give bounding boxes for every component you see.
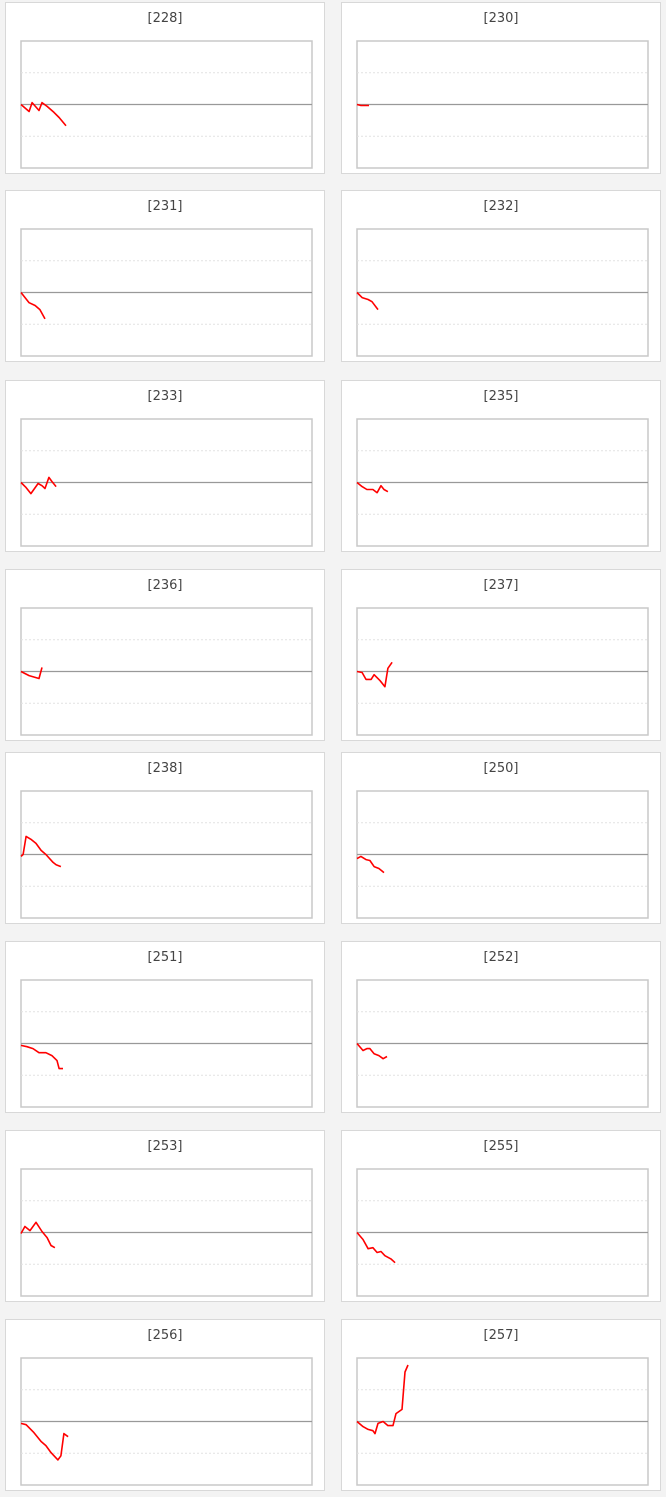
chart-card: [238] (5, 752, 325, 924)
chart-card: [235] (341, 380, 661, 552)
line-chart (20, 228, 313, 357)
line-chart (356, 418, 649, 547)
line-chart (356, 979, 649, 1108)
series-line (20, 1422, 69, 1461)
chart-title: [256] (147, 1328, 183, 1343)
chart-card: [252] (341, 941, 661, 1113)
series-line (20, 835, 62, 868)
chart-card: [230] (341, 2, 661, 174)
chart-card: [228] (5, 2, 325, 174)
chart-card: [237] (341, 569, 661, 741)
line-chart (356, 607, 649, 736)
series-line (356, 661, 393, 688)
chart-title: [235] (483, 389, 519, 404)
chart-card: [256] (5, 1319, 325, 1491)
chart-title: [233] (147, 389, 183, 404)
chart-title: [231] (147, 199, 183, 214)
chart-card: [250] (341, 752, 661, 924)
series-line (356, 1042, 388, 1060)
line-chart (356, 40, 649, 169)
series-line (20, 476, 57, 495)
chart-title: [238] (147, 761, 183, 776)
chart-title: [236] (147, 578, 183, 593)
chart-title: [252] (483, 950, 519, 965)
series-line (20, 292, 46, 320)
series-line (356, 103, 369, 107)
line-chart (20, 607, 313, 736)
series-line (20, 1221, 56, 1249)
line-chart (20, 979, 313, 1108)
line-chart (356, 1357, 649, 1486)
chart-title: [232] (483, 199, 519, 214)
chart-card: [257] (341, 1319, 661, 1491)
chart-title: [230] (483, 11, 519, 26)
chart-card: [255] (341, 1130, 661, 1302)
chart-card: [232] (341, 190, 661, 362)
series-line (20, 101, 67, 127)
series-line (20, 667, 43, 680)
line-chart (356, 228, 649, 357)
chart-title: [251] (147, 950, 183, 965)
chart-card: [231] (5, 190, 325, 362)
line-chart (20, 790, 313, 919)
chart-title: [253] (147, 1139, 183, 1154)
series-line (356, 855, 385, 874)
chart-title: [228] (147, 11, 183, 26)
line-chart (20, 40, 313, 169)
series-line (356, 1231, 396, 1264)
chart-card: [253] (5, 1130, 325, 1302)
chart-card: [233] (5, 380, 325, 552)
chart-card: [236] (5, 569, 325, 741)
chart-title: [257] (483, 1328, 519, 1343)
chart-title: [250] (483, 761, 519, 776)
line-chart (20, 418, 313, 547)
series-line (356, 481, 389, 494)
series-line (20, 1044, 63, 1070)
chart-title: [237] (483, 578, 519, 593)
line-chart (20, 1168, 313, 1297)
line-chart (356, 1168, 649, 1297)
series-line (356, 1364, 409, 1435)
line-chart (20, 1357, 313, 1486)
chart-card: [251] (5, 941, 325, 1113)
series-line (356, 291, 379, 311)
line-chart (356, 790, 649, 919)
chart-title: [255] (483, 1139, 519, 1154)
